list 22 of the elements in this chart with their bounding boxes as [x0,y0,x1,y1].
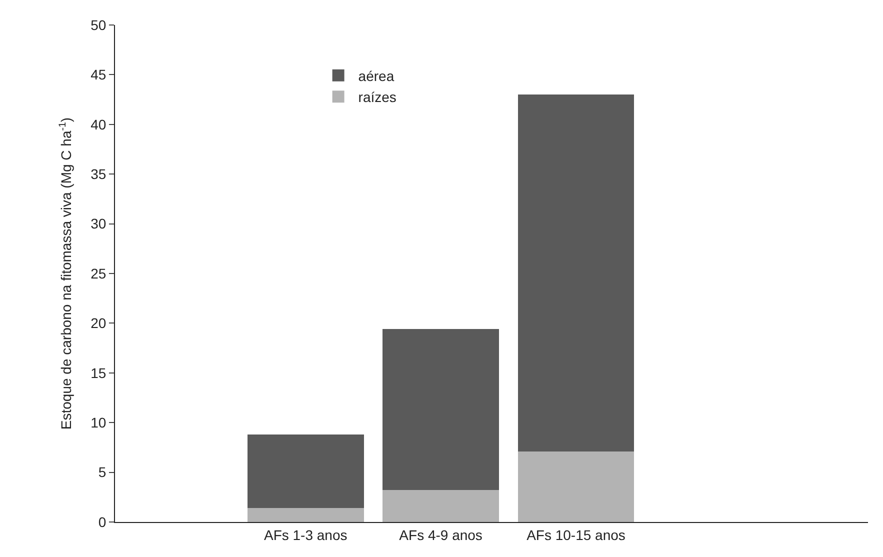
y-tick-label: 5 [98,464,106,480]
y-tick-label: 50 [90,16,106,33]
y-tick-label: 15 [90,364,106,381]
y-tick-label: 20 [90,315,106,332]
legend-label: aérea [358,68,394,84]
y-tick-label: 35 [90,166,106,182]
y-tick-label: 0 [98,514,106,530]
y-tick-label: 30 [90,216,106,232]
x-tick-label: AFs 4-9 anos [399,526,482,543]
x-tick-label: AFs 10-15 anos [526,526,626,543]
y-tick-label: 25 [90,265,106,282]
bar [382,329,499,490]
bar [382,490,499,522]
y-tick-label: 40 [90,116,106,132]
x-tick-label: AFs 1-3 anos [264,526,348,543]
y-tick-label: 10 [90,414,106,430]
bar [518,94,634,452]
bar [518,451,634,522]
bar [247,434,364,508]
y-tick-label: 45 [90,66,106,83]
legend-label: raízes [358,89,396,106]
bar [247,508,364,522]
